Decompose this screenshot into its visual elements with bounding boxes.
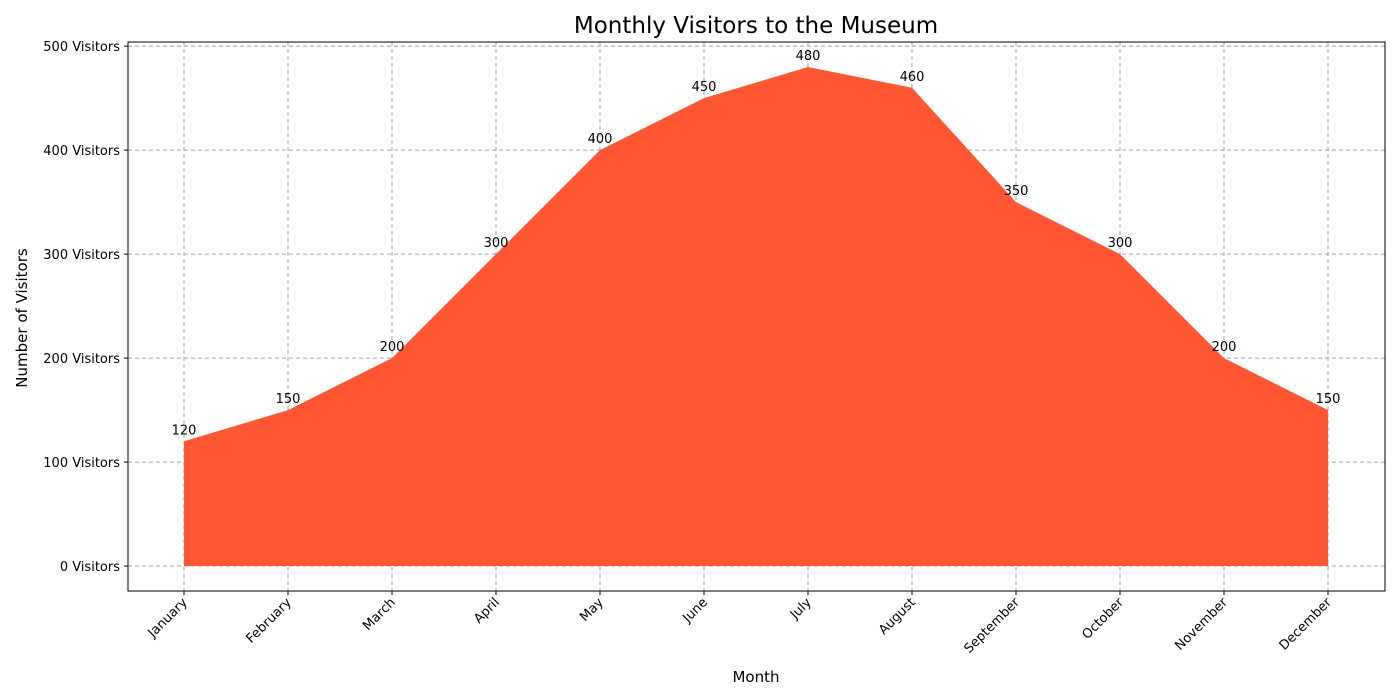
- y-axis-label: Number of Visitors: [13, 248, 31, 388]
- x-tick-label: February: [243, 595, 295, 647]
- data-point: [287, 409, 289, 411]
- x-tick-label: March: [360, 595, 399, 634]
- data-point: [391, 357, 393, 359]
- x-tick-label: April: [471, 595, 503, 627]
- x-tick-label: June: [679, 595, 710, 626]
- area-series: [184, 66, 1328, 567]
- data-point: [1223, 357, 1225, 359]
- data-point: [599, 149, 601, 151]
- data-label: 150: [276, 392, 301, 407]
- x-tick-label: September: [961, 595, 1023, 657]
- y-tick-label: 500 Visitors: [43, 40, 120, 55]
- data-point: [183, 440, 185, 442]
- x-axis-label: Month: [732, 668, 779, 686]
- data-label: 300: [1108, 236, 1133, 251]
- data-point: [1327, 409, 1329, 411]
- data-point: [1119, 253, 1121, 255]
- plot-frame: [127, 41, 1386, 592]
- plot-area: 120 150 200 300 400 450 480 460 350 300 200 150 0 Vi…: [43, 40, 1386, 657]
- data-label: 200: [1212, 340, 1237, 355]
- data-point: [1015, 201, 1017, 203]
- y-tick-label: 300 Visitors: [43, 248, 120, 263]
- x-tick-label: October: [1079, 595, 1127, 643]
- data-label: 120: [172, 423, 197, 438]
- chart-title: Monthly Visitors to the Museum: [574, 13, 938, 39]
- x-tick-label: December: [1277, 595, 1336, 654]
- data-point: [495, 253, 497, 255]
- data-label: 350: [1004, 184, 1029, 199]
- data-label: 300: [484, 236, 509, 251]
- y-tick-label: 400 Visitors: [43, 144, 120, 159]
- x-tick-label: November: [1172, 595, 1231, 654]
- y-tick-label: 0 Visitors: [60, 560, 120, 575]
- data-point: [807, 66, 809, 68]
- data-label: 480: [796, 49, 821, 64]
- data-label: 400: [588, 132, 613, 147]
- data-label: 150: [1316, 392, 1341, 407]
- y-tick-label: 100 Visitors: [43, 456, 120, 471]
- data-point: [703, 97, 705, 99]
- x-tick-label: July: [787, 595, 815, 623]
- data-point: [911, 87, 913, 89]
- data-label: 200: [380, 340, 405, 355]
- x-tick-label: January: [145, 595, 191, 641]
- data-label: 450: [692, 80, 717, 95]
- x-tick-label: August: [876, 595, 919, 638]
- y-tick-label: 200 Visitors: [43, 352, 120, 367]
- data-label: 460: [900, 70, 925, 85]
- x-tick-label: May: [577, 595, 607, 625]
